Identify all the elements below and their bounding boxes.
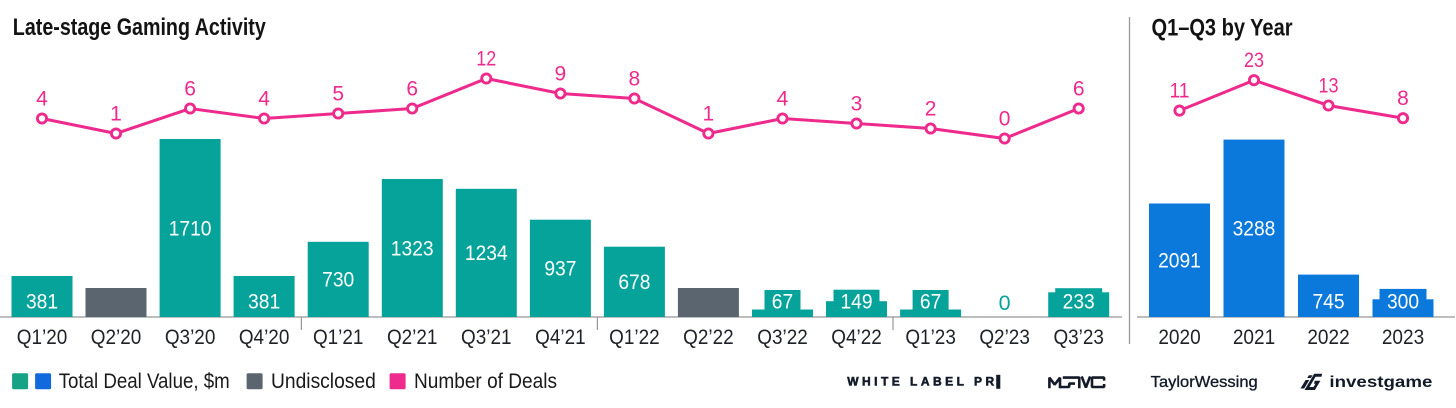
svg-text:Q1’23: Q1’23 [905,326,956,349]
svg-text:0: 0 [999,291,1011,315]
svg-text:Total Deal Value, $m: Total Deal Value, $m [59,369,230,393]
svg-text:745: 745 [1312,289,1344,313]
svg-text:2091: 2091 [1158,249,1201,273]
svg-text:1: 1 [703,102,715,125]
svg-text:2023: 2023 [1382,326,1424,349]
svg-text:3288: 3288 [1233,217,1276,241]
svg-text:381: 381 [26,289,58,313]
svg-text:Q2’20: Q2’20 [91,326,142,349]
svg-text:Q1’21: Q1’21 [313,326,364,349]
svg-text:4: 4 [36,87,48,110]
svg-text:1323: 1323 [391,236,434,260]
svg-text:4: 4 [258,87,270,110]
svg-text:Q3’21: Q3’21 [461,326,512,349]
svg-text:5: 5 [332,82,344,105]
svg-text:6: 6 [1073,77,1085,100]
svg-text:Undisclosed: Undisclosed [271,369,376,393]
svg-text:13: 13 [1319,74,1339,97]
svg-text:149: 149 [840,289,872,313]
svg-text:4: 4 [777,87,789,110]
svg-text:678: 678 [618,270,650,294]
svg-text:1710: 1710 [169,216,212,240]
svg-text:2021: 2021 [1233,326,1275,349]
svg-text:0: 0 [999,107,1011,130]
svg-text:Q1’22: Q1’22 [609,326,660,349]
svg-text:Late-stage Gaming Activity: Late-stage Gaming Activity [13,14,266,41]
svg-text:11: 11 [1170,79,1190,102]
svg-text:Q1’20: Q1’20 [17,326,68,349]
svg-text:Q2’21: Q2’21 [387,326,438,349]
svg-text:233: 233 [1063,289,1095,313]
svg-text:Q1–Q3 by Year: Q1–Q3 by Year [1152,15,1293,42]
svg-text:937: 937 [544,257,576,281]
svg-text:67: 67 [772,289,793,313]
svg-text:3: 3 [851,92,863,115]
svg-text:67: 67 [920,289,941,313]
svg-text:2020: 2020 [1158,326,1200,349]
svg-text:Q2’22: Q2’22 [683,326,734,349]
svg-text:Q4’20: Q4’20 [239,326,290,349]
svg-text:TaylorWessing: TaylorWessing [1151,374,1258,391]
svg-text:Q3’23: Q3’23 [1053,326,1104,349]
svg-text:381: 381 [248,289,280,313]
svg-text:1234: 1234 [465,241,508,265]
svg-text:Q3’20: Q3’20 [165,326,216,349]
svg-text:Number of Deals: Number of Deals [414,369,557,393]
svg-text:2022: 2022 [1307,326,1349,349]
svg-text:WHITE LABEL PR: WHITE LABEL PR [847,375,994,389]
svg-text:9: 9 [555,62,567,85]
svg-text:730: 730 [322,268,354,292]
svg-text:1: 1 [110,102,122,125]
svg-text:Q3’22: Q3’22 [757,326,808,349]
svg-text:2: 2 [925,97,937,120]
svg-text:Q4’22: Q4’22 [831,326,882,349]
svg-text:23: 23 [1244,49,1264,72]
svg-text:8: 8 [1397,87,1409,110]
svg-text:8: 8 [629,67,641,90]
svg-text:Q2’23: Q2’23 [979,326,1030,349]
svg-text:12: 12 [476,47,496,70]
svg-text:6: 6 [184,77,196,100]
svg-text:6: 6 [406,77,418,100]
svg-text:investgame: investgame [1329,374,1432,391]
svg-text:300: 300 [1387,289,1419,313]
svg-text:Q4’21: Q4’21 [535,326,586,349]
